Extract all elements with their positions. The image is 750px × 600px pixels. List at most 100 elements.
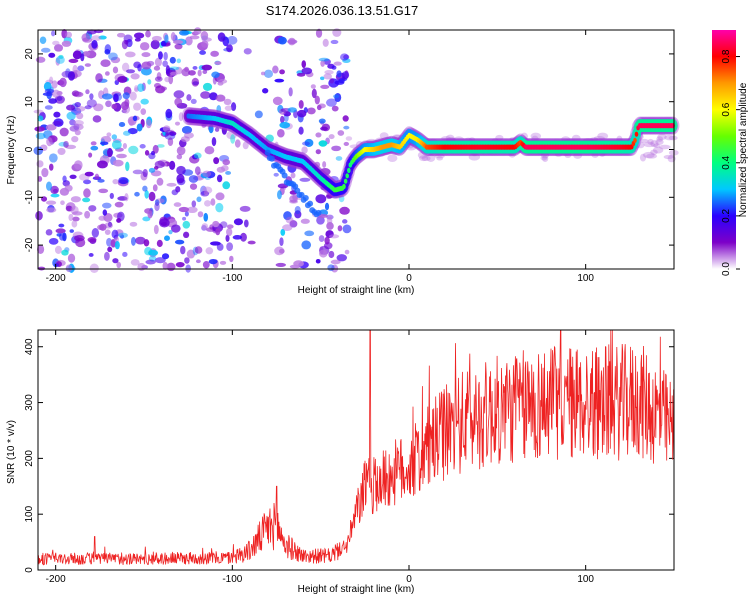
- spectrogram-haze-blob: [663, 154, 674, 160]
- spectrogram-noise-blob: [139, 144, 146, 149]
- spectrogram-noise-blob: [80, 53, 85, 62]
- spectrogram-noise-blob: [154, 57, 162, 67]
- spectrogram-noise-blob: [226, 227, 233, 237]
- spectrogram-noise-blob: [107, 221, 113, 228]
- spectrogram-noise-blob: [163, 51, 168, 61]
- spectrogram-noise-blob: [88, 152, 93, 158]
- spectrogram-noise-blob: [306, 107, 316, 115]
- spectrogram-noise-blob: [69, 119, 76, 126]
- spectrogram-noise-blob: [151, 35, 162, 42]
- spectrogram-noise-blob: [117, 75, 128, 83]
- spectrogram-noise-blob: [153, 65, 161, 71]
- spectrogram-noise-blob: [129, 221, 138, 227]
- spectrogram-noise-blob: [128, 145, 139, 155]
- spectrogram-noise-blob: [132, 115, 138, 122]
- spectrogram-noise-blob: [215, 94, 226, 102]
- spectrogram-noise-blob: [171, 224, 181, 233]
- spectrogram-noise-blob: [40, 47, 51, 53]
- spectrogram-noise-blob: [106, 237, 113, 247]
- spectrogram-haze-blob: [597, 132, 609, 140]
- spectrogram-noise-blob: [61, 70, 73, 78]
- spectrogram-noise-blob: [180, 245, 186, 255]
- spectrogram-noise-blob: [145, 259, 156, 265]
- spectrogram-noise-blob: [69, 174, 77, 179]
- spectrogram-noise-blob: [298, 100, 304, 109]
- spectrogram-noise-blob: [50, 185, 59, 195]
- spectrogram-noise-blob: [179, 30, 190, 36]
- spectrogram-noise-blob: [131, 236, 136, 246]
- spectrogram-noise-blob: [217, 32, 226, 42]
- spectrogram-noise-blob: [196, 196, 202, 203]
- spectrogram-haze-blob: [349, 144, 361, 149]
- spectrogram-noise-blob: [174, 239, 185, 245]
- spectrogram-noise-blob: [118, 177, 129, 185]
- spectrogram-noise-blob: [106, 132, 112, 137]
- spectrogram-noise-blob: [166, 262, 176, 272]
- spectrogram-noise-blob: [197, 211, 204, 218]
- spectrogram-noise-blob: [210, 50, 219, 57]
- figure-title: S174.2026.036.13.51.G17: [266, 3, 419, 18]
- spectrogram-noise-blob: [297, 109, 307, 118]
- spectrogram-noise-blob: [139, 42, 150, 51]
- spectrogram-noise-blob: [107, 246, 113, 253]
- spectrogram-noise-blob: [178, 112, 184, 122]
- spectrogram-noise-blob: [72, 216, 80, 222]
- spectrogram-noise-blob: [166, 182, 177, 187]
- spectrogram-noise-blob: [130, 73, 140, 80]
- spectrogram-noise-blob: [88, 252, 94, 257]
- spectrogram-noise-blob: [125, 69, 136, 74]
- spectrogram-noise-blob: [142, 168, 148, 178]
- spectrogram-noise-blob: [296, 72, 306, 77]
- spectrogram-noise-blob: [279, 121, 291, 129]
- spectrogram-haze-blob: [643, 141, 655, 148]
- spectrogram-noise-blob: [154, 82, 162, 89]
- spectrogram-haze-blob: [668, 135, 678, 141]
- spectrogram-noise-blob: [70, 196, 81, 203]
- spectrogram-secondary-point: [302, 194, 309, 201]
- spectrogram-noise-blob: [304, 230, 315, 237]
- spectrogram-noise-blob: [176, 58, 182, 64]
- spectrogram-noise-blob: [332, 94, 340, 99]
- spectrogram-noise-blob: [104, 229, 111, 235]
- spectrogram-noise-blob: [225, 234, 230, 242]
- spectrogram-noise-blob: [226, 35, 238, 45]
- spectrogram-noise-blob: [147, 210, 153, 219]
- spectrogram-noise-blob: [136, 123, 143, 132]
- spectrogram-noise-blob: [328, 134, 335, 140]
- spectrogram-noise-blob: [145, 119, 152, 129]
- spectrogram-noise-blob: [164, 76, 171, 83]
- spectrogram-noise-blob: [216, 104, 222, 114]
- spectrogram-noise-blob: [62, 232, 67, 242]
- spectrogram-noise-blob: [68, 58, 79, 63]
- spectrogram-noise-blob: [112, 179, 119, 185]
- spectrogram-noise-blob: [265, 134, 274, 143]
- spectrogram-noise-blob: [342, 58, 351, 64]
- spectrogram-noise-blob: [74, 129, 81, 136]
- spectrogram-noise-blob: [83, 188, 91, 198]
- spectrogram-noise-blob: [57, 147, 66, 155]
- spectrogram-ytick-label: -10: [24, 190, 35, 205]
- spectrogram-noise-blob: [144, 189, 149, 199]
- spectrogram-noise-blob: [324, 202, 330, 211]
- spectrogram-noise-blob: [91, 39, 98, 49]
- spectrogram-noise-blob: [197, 69, 202, 77]
- snr-panel: -200 -100 0 100 0 100 200 300 400 Height of stra…: [6, 329, 675, 595]
- spectrogram-noise-blob: [104, 44, 112, 54]
- spectrogram-noise-blob: [66, 104, 76, 111]
- spectrogram-noise-blob: [330, 259, 341, 265]
- spectrogram-noise-blob: [215, 192, 225, 201]
- spectrogram-ytick-label: 20: [24, 48, 35, 60]
- spectrogram-noise-blob: [154, 199, 160, 207]
- spectrogram-noise-blob: [343, 141, 350, 147]
- spectrogram-noise-blob: [37, 115, 44, 122]
- spectrogram-noise-blob: [152, 184, 158, 192]
- spectrogram-noise-blob: [37, 244, 45, 255]
- spectrogram-noise-blob: [142, 216, 151, 222]
- spectrogram-noise-blob: [183, 231, 190, 239]
- spectrogram-noise-blob: [209, 241, 221, 246]
- spectrogram-haze-blob: [561, 136, 571, 142]
- spectrogram-noise-blob: [108, 52, 118, 61]
- spectrogram-noise-blob: [148, 191, 156, 202]
- spectrogram-noise-blob: [91, 35, 102, 42]
- spectrogram-noise-blob: [144, 247, 153, 256]
